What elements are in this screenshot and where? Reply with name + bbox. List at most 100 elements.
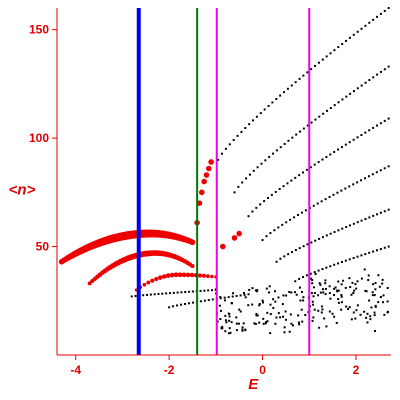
black-point [340,295,343,298]
black-point [224,330,227,333]
red-point [161,274,167,279]
black-point [360,277,363,280]
black-point [360,84,363,87]
black-point [329,297,332,300]
black-point [298,174,301,177]
black-point [376,73,379,76]
black-point [297,321,300,324]
black-point [255,115,258,118]
black-point [294,176,297,179]
black-point [267,104,270,107]
black-point [387,208,390,211]
black-point [235,322,238,325]
black-point [269,332,272,335]
black-point [199,300,202,303]
black-point [365,316,368,319]
black-point [360,133,363,136]
black-point [235,316,238,319]
black-point [348,277,351,280]
black-point [311,282,314,285]
black-point [265,287,268,290]
black-point [294,81,297,84]
black-point [277,296,280,299]
black-point [374,288,377,291]
black-point [340,301,343,304]
red-point [236,230,242,237]
black-point [383,68,386,71]
black-point [254,289,257,292]
black-point [264,322,267,325]
black-point [349,286,352,289]
black-point [211,298,214,301]
black-point [180,291,183,294]
black-point [372,18,375,21]
black-point [221,152,224,155]
black-point [302,245,305,248]
black-point [235,329,238,332]
black-point [333,150,336,153]
black-point [347,307,350,310]
black-point [310,277,313,280]
black-point [283,91,286,94]
black-point [279,94,282,97]
x-tick-label: 2 [353,363,360,377]
black-point [336,191,339,194]
red-point [189,239,196,246]
black-point [176,304,179,307]
black-point [302,276,305,279]
black-point [300,308,303,311]
black-point [333,104,336,107]
black-point [350,293,353,296]
black-point [322,291,325,294]
black-point [293,216,296,219]
black-point [259,112,262,115]
black-point [324,282,327,285]
black-point [371,173,374,176]
black-point [290,84,293,87]
black-point [274,190,277,193]
y-axis-label: <n> [9,182,36,199]
black-point [325,155,328,158]
black-point [377,301,380,304]
black-point [232,139,235,142]
black-point [168,292,171,295]
black-point [288,290,291,293]
black-point [219,309,222,312]
black-point [237,322,240,325]
black-point [223,296,226,299]
black-point [348,141,351,144]
black-point [168,306,171,309]
black-point [337,262,340,265]
black-point [320,200,323,203]
black-point [297,314,300,317]
black-point [288,330,291,333]
black-point [375,249,378,252]
black-point [259,203,262,206]
black-point [266,320,269,323]
black-point [242,291,245,294]
black-point [379,70,382,73]
black-point [262,317,265,320]
black-point [379,12,382,15]
black-point [252,119,255,122]
black-point [376,213,379,216]
black-point [360,254,363,257]
black-point [329,52,332,55]
black-point [176,291,179,294]
black-point [283,331,286,334]
black-point [364,81,367,84]
black-point [305,274,308,277]
black-point [219,318,222,321]
black-point [336,290,339,293]
black-point [282,315,285,318]
black-point [304,209,307,212]
black-point [341,43,344,46]
black-point [325,234,328,237]
black-point [253,322,256,325]
black-point [314,118,317,121]
black-point [321,308,324,311]
black-point [387,65,390,68]
black-point [319,291,322,294]
red-point [189,272,195,278]
black-point [333,293,336,296]
